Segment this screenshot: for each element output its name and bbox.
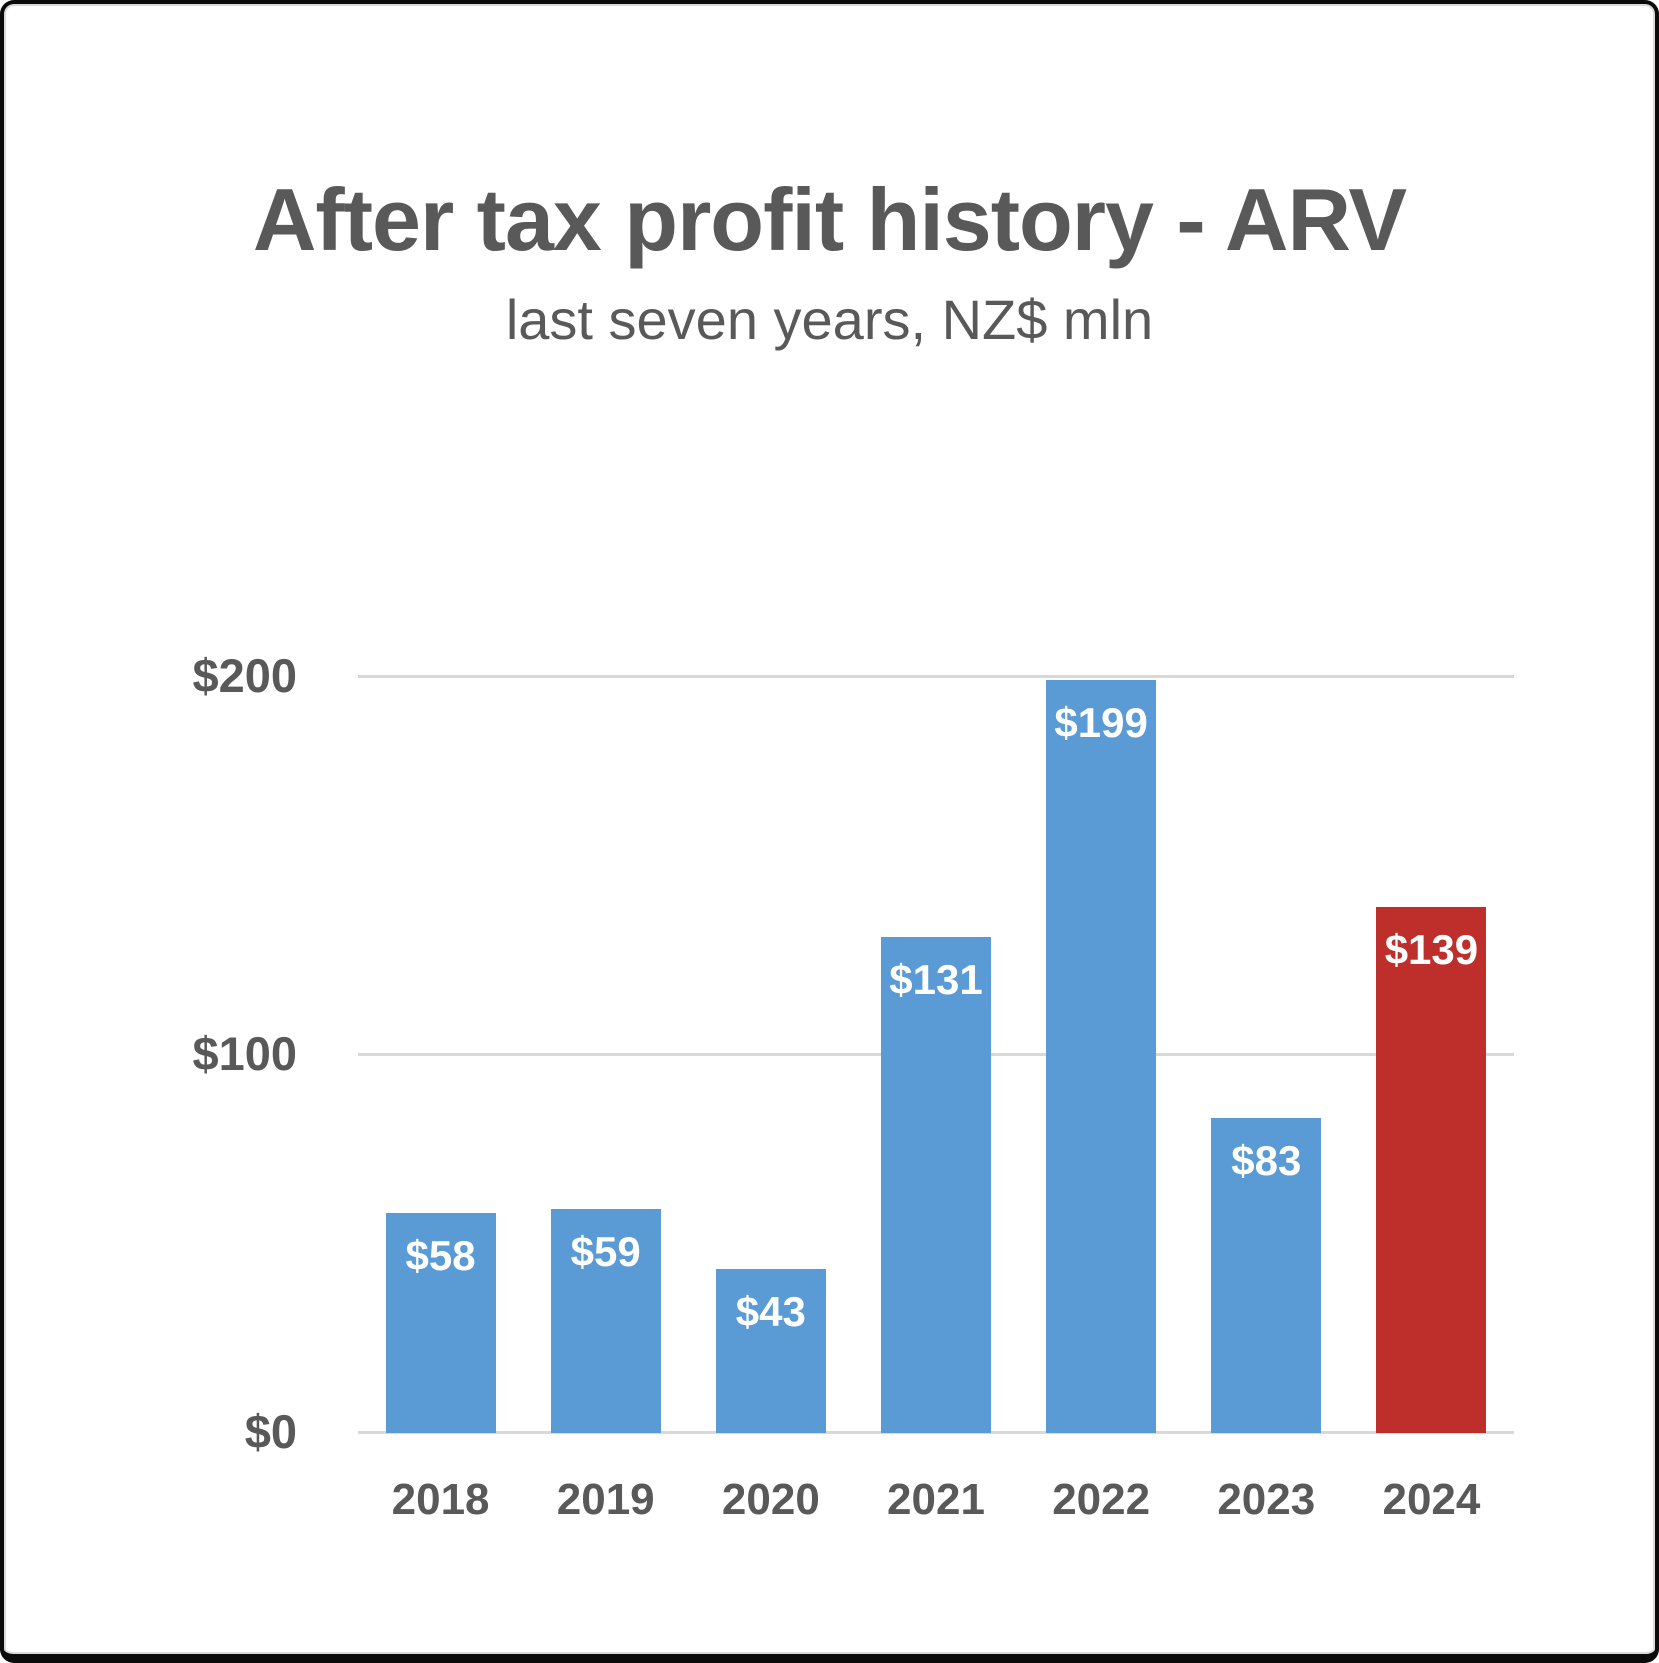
x-axis-label-2022: 2022 [1052,1475,1151,1524]
x-axis-label-2019: 2019 [556,1475,655,1524]
bar-value-label: $83 [1231,1137,1302,1185]
y-axis-tick-label: $200 [192,649,297,702]
bar-2024: $139 [1376,906,1487,1433]
bar-2021: $131 [881,936,991,1433]
bar-value-label: $139 [1384,925,1479,973]
plot-area: $0 $100 $200 $58 2018 $59 2019 $43 2020 $131 2021 $… [4,4,1655,1654]
bar-2022: $199 [1046,679,1157,1433]
chart-title: After tax profit history - ARV [252,170,1407,269]
x-axis-label-2021: 2021 [887,1475,985,1524]
bar-2023: $83 [1211,1118,1322,1433]
bar-value-label: $59 [570,1227,641,1275]
bar-value-label: $43 [735,1288,806,1336]
x-axis-label-2024: 2024 [1382,1475,1481,1524]
bar-value-label: $131 [889,955,983,1003]
x-axis-label-2018: 2018 [391,1475,490,1524]
bar-2018: $58 [385,1212,496,1433]
bar-value-label: $58 [405,1231,476,1279]
y-axis-tick-label: $0 [244,1405,297,1458]
bar-2020: $43 [715,1269,826,1433]
x-axis-label-2023: 2023 [1217,1475,1316,1524]
bar-2019: $59 [550,1208,661,1433]
chart-subtitle: last seven years, NZ$ mln [505,288,1154,351]
bar-value-label: $199 [1054,698,1148,746]
gridline-200 [358,674,1514,678]
y-axis-tick-label: $100 [192,1027,297,1080]
x-axis-label-2020: 2020 [721,1475,820,1524]
